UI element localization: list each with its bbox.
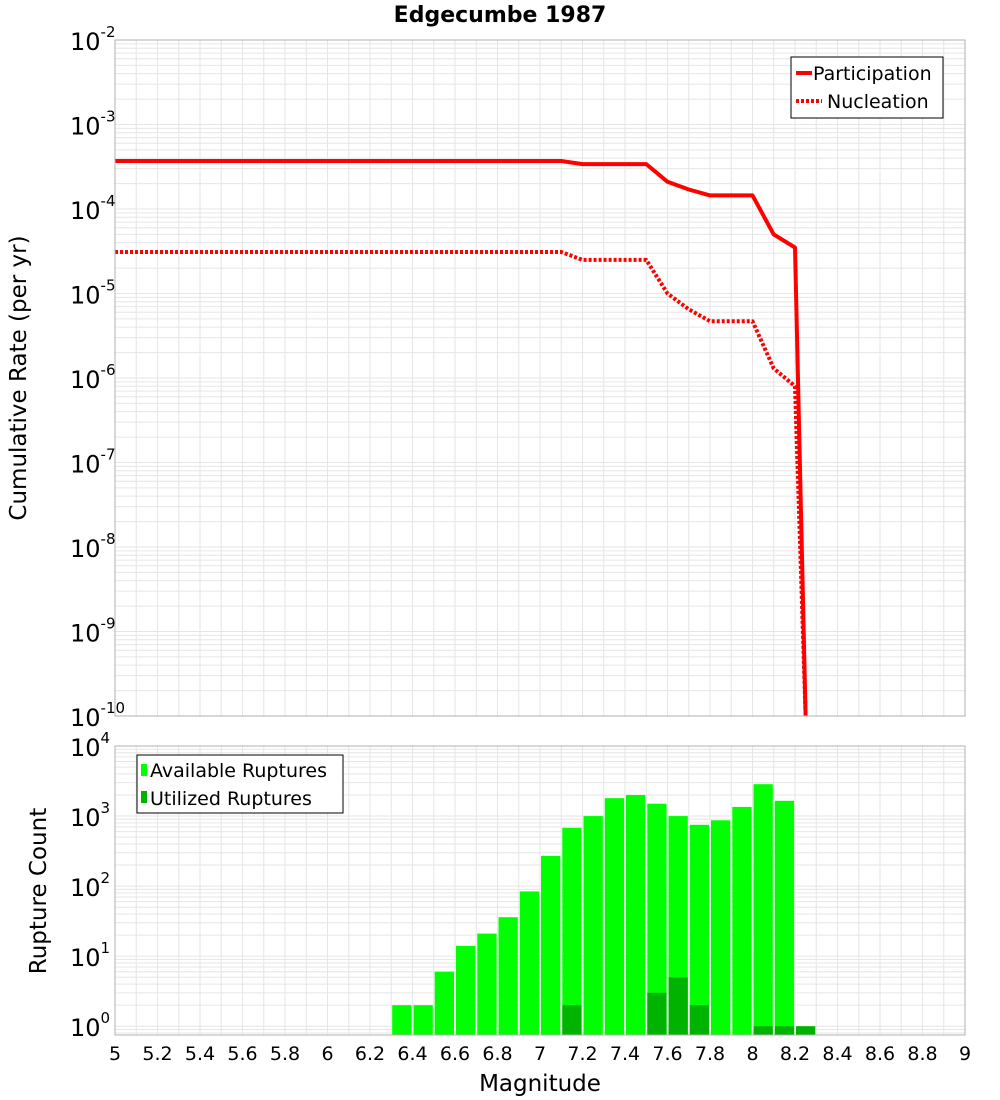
- x-tick-label: 6: [321, 1043, 333, 1065]
- top-chart: 10-2 10-3 10-4 10-5 10-6 10-7 10-8 10-9 10-10 Cu…: [6, 23, 966, 732]
- bottom-y-tick-labels: 104 103 102 101 100: [70, 729, 110, 1042]
- available-bar: [456, 945, 476, 1035]
- top-legend-box: [790, 56, 944, 119]
- top-grid: [114, 40, 966, 717]
- x-tick-label: 8.2: [780, 1043, 810, 1065]
- bottom-plot-frame: [114, 745, 966, 1036]
- available-bar: [626, 795, 646, 1035]
- utilized-bar: [668, 977, 688, 1035]
- x-axis-label: Magnitude: [479, 1071, 601, 1097]
- available-bar: [519, 891, 540, 1035]
- bottom-legend-box: [136, 754, 344, 814]
- y-tick-label: 10-5: [70, 277, 116, 310]
- x-tick-label: 7.6: [652, 1043, 682, 1065]
- chart-title: Edgecumbe 1987: [394, 3, 607, 28]
- top-series: [115, 159, 808, 717]
- y-tick-label: 10-9: [70, 615, 116, 648]
- y-tick-label: 10-2: [70, 23, 116, 56]
- top-legend: Participation Nucleation: [790, 56, 944, 119]
- participation-line: [115, 159, 808, 717]
- x-tick-label: 5.8: [270, 1043, 300, 1065]
- x-tick-label: 5.4: [185, 1043, 215, 1065]
- x-tick-label: 7.2: [567, 1043, 597, 1065]
- bottom-legend: Available Ruptures Utilized Ruptures: [136, 754, 344, 814]
- available-bar: [647, 803, 667, 1035]
- available-bar: [711, 820, 731, 1035]
- available-bar: [541, 855, 561, 1035]
- available-bar: [434, 971, 454, 1035]
- bottom-bars: [392, 784, 816, 1035]
- available-legend-label: Available Ruptures: [150, 760, 327, 782]
- top-y-axis-label: Cumulative Rate (per yr): [6, 235, 32, 520]
- bottom-grid: [114, 746, 966, 1035]
- available-bar: [392, 1005, 412, 1035]
- nucleation-legend-label: Nucleation: [827, 91, 929, 113]
- utilized-bar: [796, 1026, 816, 1035]
- top-y-tick-labels: 10-2 10-3 10-4 10-5 10-6 10-7 10-8 10-9 10-10: [70, 23, 125, 732]
- x-tick-label: 8: [746, 1043, 758, 1065]
- utilized-legend-label: Utilized Ruptures: [150, 788, 312, 810]
- y-tick-label: 10-8: [70, 530, 116, 563]
- bottom-chart: 104 103 102 101 100 5 5.2 5.4 5.6 5.8 6 6.2 6.4 6.6 6…: [26, 729, 971, 1097]
- y-tick-label: 103: [70, 799, 110, 832]
- bottom-y-axis-label: Rupture Count: [26, 808, 52, 974]
- y-tick-label: 10-7: [70, 446, 116, 479]
- y-tick-label: 10-3: [70, 108, 116, 141]
- x-tick-label: 9: [959, 1043, 971, 1065]
- top-plot-frame: [114, 39, 966, 717]
- x-tick-label: 7: [534, 1043, 546, 1065]
- available-bar: [689, 824, 710, 1035]
- x-tick-label: 5: [109, 1043, 121, 1065]
- y-tick-label: 101: [70, 939, 110, 972]
- available-legend-swatch: [141, 764, 147, 776]
- x-tick-label: 6.2: [355, 1043, 385, 1065]
- nucleation-line: [115, 250, 808, 717]
- utilized-bar: [753, 1026, 773, 1035]
- y-tick-label: 100: [70, 1009, 110, 1042]
- utilized-bar: [774, 1026, 795, 1035]
- x-tick-label: 7.8: [695, 1043, 725, 1065]
- x-tick-label: 7.4: [610, 1043, 640, 1065]
- utilized-bar: [689, 1005, 710, 1035]
- utilized-bar: [562, 1005, 582, 1035]
- y-tick-label: 102: [70, 869, 110, 902]
- participation-legend-label: Participation: [813, 63, 932, 85]
- y-tick-label: 10-6: [70, 361, 116, 394]
- x-tick-label: 8.4: [822, 1043, 852, 1065]
- x-tick-labels: 5 5.2 5.4 5.6 5.8 6 6.2 6.4 6.6 6.8 7 7.2 7.4 7.6 7.8 8…: [109, 1043, 971, 1065]
- available-bar: [604, 798, 625, 1035]
- y-tick-label: 104: [70, 729, 110, 762]
- available-bar: [774, 800, 795, 1035]
- utilized-bar: [647, 992, 667, 1035]
- x-tick-label: 8.6: [865, 1043, 895, 1065]
- available-bar: [583, 816, 603, 1035]
- available-bar: [732, 806, 752, 1035]
- y-tick-label: 10-4: [70, 192, 116, 225]
- x-tick-label: 8.8: [907, 1043, 937, 1065]
- utilized-legend-swatch: [141, 791, 147, 803]
- x-tick-label: 6.4: [397, 1043, 427, 1065]
- available-bar: [477, 933, 497, 1035]
- available-bar: [562, 827, 582, 1035]
- x-tick-label: 6.6: [440, 1043, 470, 1065]
- y-tick-label: 10-10: [70, 699, 125, 732]
- x-tick-label: 5.6: [227, 1043, 257, 1065]
- x-tick-label: 6.8: [482, 1043, 512, 1065]
- available-bar: [413, 1005, 433, 1035]
- available-bar: [498, 917, 518, 1035]
- available-bar: [753, 784, 773, 1035]
- x-tick-label: 5.2: [142, 1043, 172, 1065]
